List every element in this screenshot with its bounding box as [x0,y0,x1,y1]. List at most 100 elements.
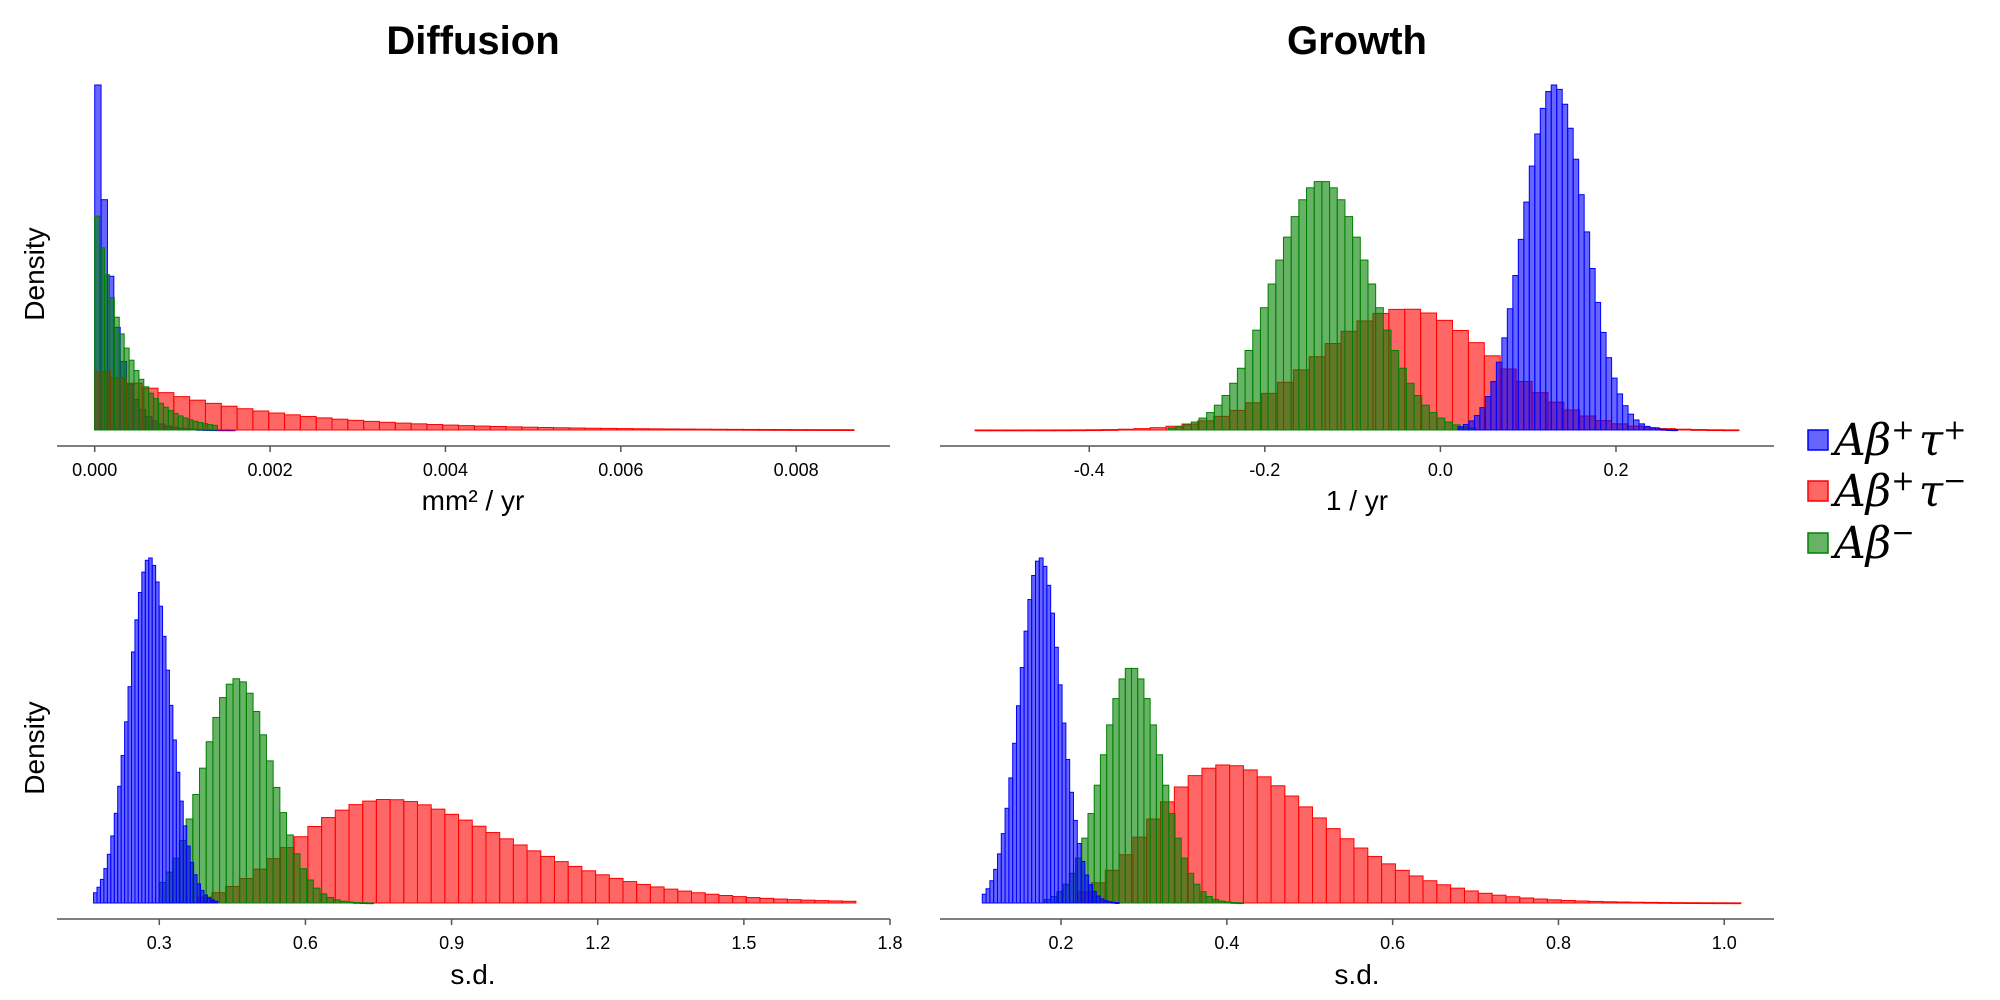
histogram-bar [1491,894,1507,904]
legend-label: Aβ+τ− [1830,464,1967,517]
histogram-bar [1133,428,1151,431]
histogram-bar [366,902,375,905]
histogram-bar [394,422,412,431]
histogram-bar [1004,807,1010,904]
histogram-bar [306,879,314,904]
histogram-bar [430,808,446,904]
histogram-bar [279,812,288,904]
histogram-bar [1137,678,1145,904]
histogram-bar [1353,847,1369,904]
x-tick-label: 0.8 [1546,933,1571,953]
histogram-bar [1352,236,1361,431]
histogram-bar [403,801,418,904]
histogram-bar [1131,667,1139,904]
histogram-bar [1451,330,1469,431]
histogram-bar [236,408,254,431]
histogram-bar [1270,785,1286,904]
histogram-bar [124,721,129,904]
histogram-bar [1175,426,1185,431]
histogram-bar [1236,367,1246,431]
histogram-bar [1583,231,1591,431]
histogram-bar [1698,902,1714,905]
histogram-bar [1143,698,1151,904]
histogram-bar [106,853,112,904]
histogram-bar [165,669,170,904]
histogram-bar [272,786,281,904]
histogram-bar [1267,283,1277,431]
legend-swatch [1807,532,1829,554]
histogram-bar [110,835,115,904]
x-tick-label: 0.4 [1214,933,1239,953]
histogram-bar [985,888,991,904]
histogram-bar [286,834,294,904]
histogram-bar [1298,806,1314,904]
histogram-bar [1000,833,1006,904]
histogram-bar [1616,393,1624,431]
histogram-bar [1211,898,1220,904]
histogram-bar [416,804,432,904]
histogram-bar [841,900,857,904]
histogram-bar [141,571,146,904]
histogram-bar [1106,724,1114,904]
histogram-bar [512,844,528,904]
histogram-bar [1629,901,1645,904]
histogram-bar [837,429,855,432]
histogram-bar [636,883,651,904]
histogram-bar [1627,413,1635,431]
histogram-bar [711,428,728,431]
histogram-bar [745,897,761,904]
x-tick-label: -0.4 [1074,460,1105,480]
histogram-bar [458,425,475,431]
histogram-bar [1012,742,1017,904]
histogram-bar [581,870,597,904]
histogram-bar [786,899,802,904]
histogram-bars [974,84,1740,432]
x-axis-label: s.d. [1334,959,1379,990]
histogram-bar [284,414,301,431]
histogram-bar [1205,895,1213,904]
histogram-bar [1124,667,1133,904]
histogram-bar [1463,890,1479,904]
histogram-bar [567,865,583,904]
histogram-bar [1027,599,1033,904]
x-tick-label: 0.006 [598,460,643,480]
histogram-bar [1114,902,1120,904]
histogram-bar [1019,667,1025,904]
series-s1 [1457,84,1678,432]
histogram-bar [1726,902,1742,905]
histogram-bar [315,417,333,431]
histogram-bar [1236,902,1244,905]
histogram-bar [212,424,218,431]
histogram-bar [732,896,747,904]
histogram-bar [334,809,350,904]
histogram-bar [1398,367,1407,431]
histogram-bar [1605,357,1613,431]
histogram-bar [663,888,679,904]
histogram-bar [552,427,570,431]
panel-title: Diffusion [386,19,559,63]
x-tick-label: -0.2 [1249,460,1280,480]
histogram-bar [99,878,105,904]
x-tick-label: 0.000 [72,460,117,480]
histogram-bar [1660,428,1667,431]
legend: Aβ+τ+ Aβ+τ− Aβ− [1807,413,1967,569]
histogram-bar [1644,425,1651,431]
y-axis-label: Density [19,227,50,320]
histogram-bar [993,868,998,904]
histogram-bar [1539,107,1547,431]
histogram-bar [268,412,286,431]
x-tick-label: 1.5 [731,933,756,953]
series-s3 [94,215,218,431]
histogram-bar [362,800,377,904]
histogram-bar [1022,429,1040,432]
histogram-bar [1505,896,1521,904]
histogram-bar [1578,194,1585,431]
histogram-bar [1229,382,1238,431]
histogram-bar [1046,584,1052,904]
histogram-bar [1199,891,1207,904]
histogram-bar [663,428,681,431]
histogram-bar [1462,423,1470,431]
histogram-bar [113,316,120,431]
histogram-bar [471,825,487,904]
histogram-bar [1479,407,1486,431]
